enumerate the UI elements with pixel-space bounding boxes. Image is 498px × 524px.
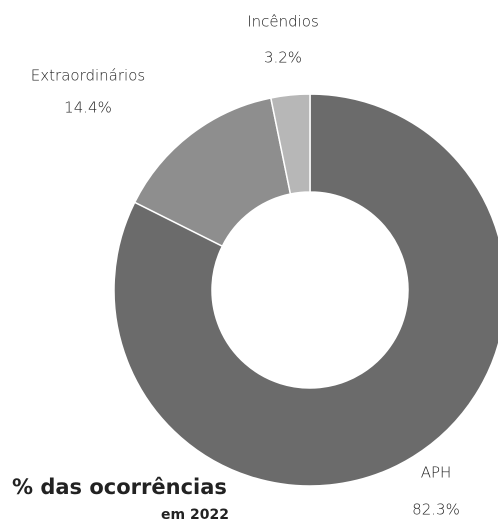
slice xyxy=(113,93,498,487)
slice xyxy=(133,97,292,248)
slices xyxy=(113,93,498,487)
slice xyxy=(269,93,311,195)
value-label: 82.3% xyxy=(412,501,460,519)
value-label: 3.2% xyxy=(264,49,302,67)
category-label: Incêndios xyxy=(247,13,319,31)
chart-title: % das ocorrências xyxy=(12,475,227,499)
chart-subtitle: em 2022 xyxy=(161,507,229,523)
category-label: Extraordinários xyxy=(31,67,145,85)
category-label: APH xyxy=(421,464,452,482)
value-label: 14.4% xyxy=(64,99,112,117)
